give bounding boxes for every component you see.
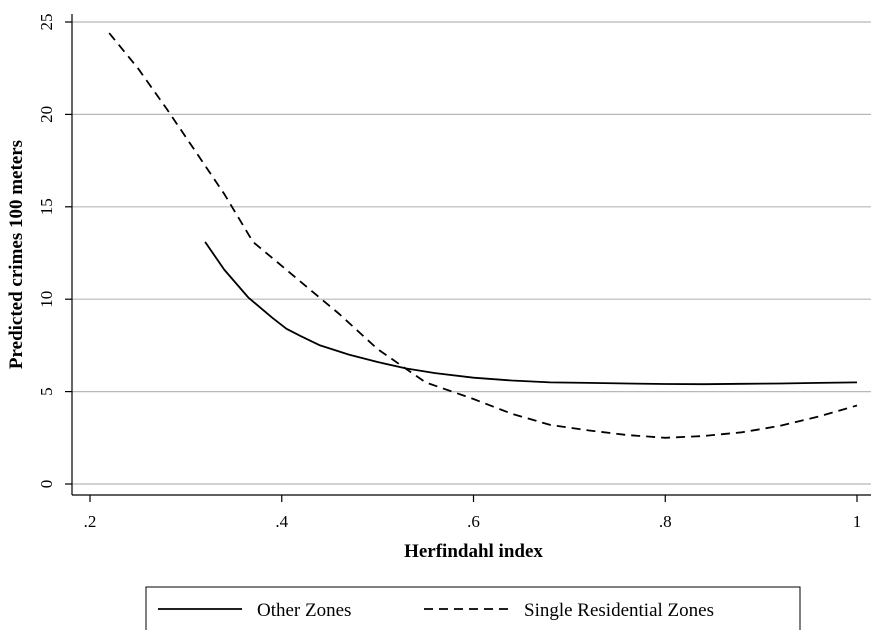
x-tick-label-1: .4 <box>275 512 288 531</box>
series-line-other-zones <box>204 241 858 386</box>
legend-box <box>145 586 801 630</box>
y-tick-label-1: 5 <box>37 387 56 396</box>
y-tick-label-5: 25 <box>37 14 56 31</box>
x-axis-title: Herfindahl index <box>404 541 543 562</box>
x-axis-ticks: .2 .4 .6 .8 1 <box>84 495 862 531</box>
y-tick-label-4: 20 <box>37 106 56 123</box>
x-tick-label-4: 1 <box>853 512 862 531</box>
legend-label-single-residential-zones: Single Residential Zones <box>524 600 714 621</box>
series-line-single-residential-zones <box>108 32 858 439</box>
axes <box>71 14 871 496</box>
x-tick-label-0: .2 <box>84 512 97 531</box>
x-tick-label-2: .6 <box>467 512 480 531</box>
legend: Other Zones Single Residential Zones <box>145 586 801 630</box>
series-lines <box>108 32 858 439</box>
gridlines <box>72 21 871 485</box>
y-axis-ticks: 0 5 10 15 20 25 <box>37 14 72 489</box>
y-axis-title: Predicted crimes 100 meters <box>6 140 27 369</box>
y-tick-label-0: 0 <box>37 480 56 489</box>
x-tick-label-3: .8 <box>659 512 672 531</box>
legend-label-other-zones: Other Zones <box>257 600 351 621</box>
y-tick-label-3: 15 <box>37 198 56 215</box>
y-tick-label-2: 10 <box>37 291 56 308</box>
